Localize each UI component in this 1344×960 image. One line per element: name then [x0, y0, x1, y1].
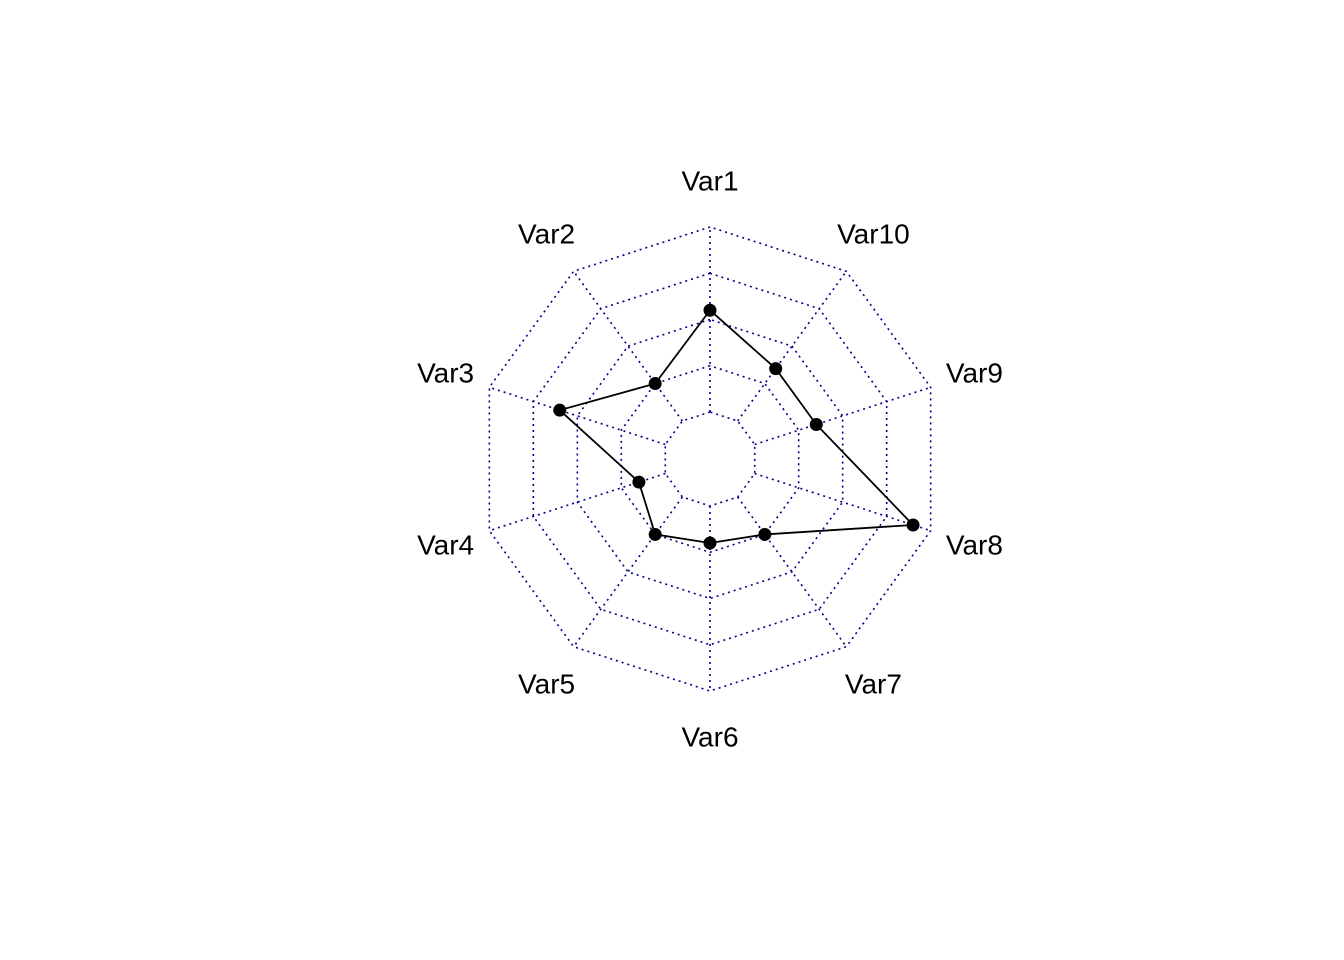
grid-spoke — [736, 496, 848, 648]
grid-ring — [532, 272, 888, 646]
axis-label: Var9 — [946, 358, 1003, 389]
grid-spoke — [754, 472, 931, 532]
grid-ring — [664, 411, 756, 507]
grid-ring — [620, 364, 800, 554]
data-point — [703, 536, 717, 550]
grid-spoke — [572, 496, 684, 648]
axis-label: Var6 — [681, 722, 738, 753]
axis-label: Var3 — [417, 358, 474, 389]
data-point — [809, 417, 823, 431]
grid-spoke — [572, 270, 684, 422]
data-point — [648, 527, 662, 541]
data-point — [648, 377, 662, 391]
data-point — [906, 518, 920, 532]
axis-label: Var1 — [681, 166, 738, 197]
data-point — [553, 403, 567, 417]
data-point — [703, 303, 717, 317]
grid-ring — [576, 318, 844, 600]
radar-series — [553, 303, 920, 550]
grid-spoke — [754, 386, 931, 446]
axis-label: Var10 — [837, 219, 910, 250]
axis-label: Var2 — [518, 219, 575, 250]
axis-label: Var5 — [518, 668, 575, 699]
grid-spoke — [489, 386, 666, 446]
data-point — [769, 362, 783, 376]
axis-labels: Var1 Var2 Var3 Var4 Var5 Var6 Var7 Var8 Var9 Var1… — [417, 166, 1003, 753]
axis-label: Var8 — [946, 529, 1003, 560]
axis-label: Var7 — [845, 668, 902, 699]
grid-spoke — [736, 270, 848, 422]
axis-label: Var4 — [417, 529, 474, 560]
data-point — [632, 475, 646, 489]
data-point — [758, 527, 772, 541]
grid-ring — [488, 226, 932, 692]
